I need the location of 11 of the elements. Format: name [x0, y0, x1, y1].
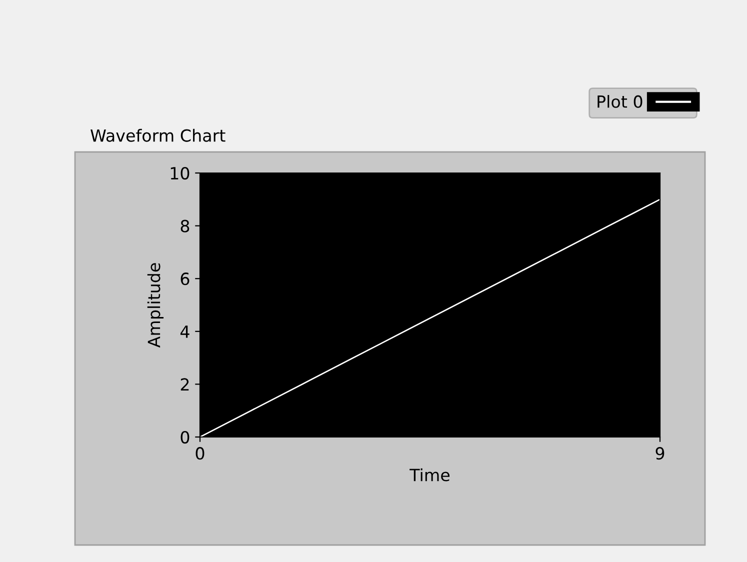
x-tick-label: 9 [656, 447, 664, 460]
y-tick-label: 6 [180, 272, 190, 286]
y-tick-label: 4 [180, 326, 190, 338]
y-axis-title: Amplitude [147, 263, 164, 348]
x-axis-title: Time [410, 468, 450, 482]
chart-title: Waveform Chart [90, 128, 226, 142]
y-tick-label: 10 [170, 166, 190, 180]
y-tick-label: 8 [180, 220, 190, 232]
y-tick-label: 0 [180, 430, 190, 444]
y-tick-label: 2 [180, 378, 189, 391]
legend-label: Plot 0 [598, 95, 642, 108]
